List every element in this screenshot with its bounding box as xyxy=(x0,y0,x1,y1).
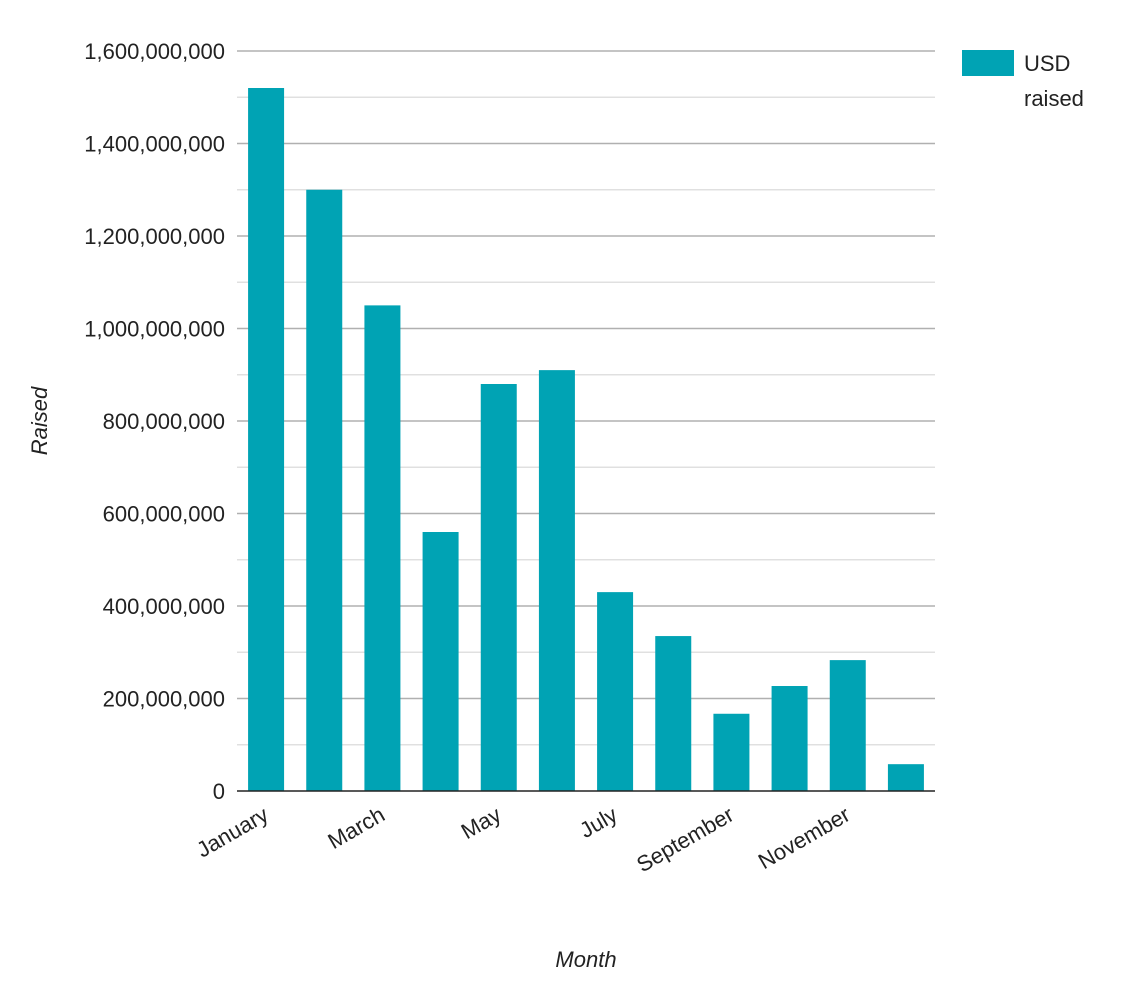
bar-february xyxy=(306,189,343,791)
y-tick-labels: 0 200,000,000 400,000,000 600,000,000 800,00… xyxy=(84,39,225,804)
bar-november xyxy=(829,660,866,791)
x-tick-label: September xyxy=(632,802,738,877)
gridlines xyxy=(237,50,935,746)
bar-september xyxy=(713,713,750,791)
x-tick-label: March xyxy=(323,802,388,854)
y-tick-label: 0 xyxy=(213,779,225,804)
bar-august xyxy=(655,636,692,791)
x-tick-label: November xyxy=(754,802,854,874)
x-tick-labels: January March May July September November xyxy=(192,802,854,877)
bar-january xyxy=(248,88,285,791)
legend-label-line-1: USD xyxy=(1024,51,1070,76)
y-tick-label: 1,600,000,000 xyxy=(84,39,225,64)
bar-june xyxy=(538,370,575,791)
legend-swatch xyxy=(962,50,1014,76)
legend-label-line-2: raised xyxy=(1024,86,1084,111)
y-tick-label: 600,000,000 xyxy=(103,502,225,527)
x-tick-label: July xyxy=(575,802,621,843)
x-tick-label: January xyxy=(192,802,272,863)
bar-october xyxy=(771,686,808,791)
x-tick-label: May xyxy=(457,802,505,844)
y-tick-label: 400,000,000 xyxy=(103,594,225,619)
bar-july xyxy=(597,592,634,791)
bar-december xyxy=(887,764,924,791)
y-axis-title: Raised xyxy=(27,386,52,455)
legend: USD raised xyxy=(962,50,1084,111)
y-tick-label: 1,200,000,000 xyxy=(84,224,225,249)
bar-may xyxy=(480,384,517,791)
bars xyxy=(248,88,924,791)
x-axis-title: Month xyxy=(555,947,616,972)
y-tick-label: 800,000,000 xyxy=(103,409,225,434)
bar-march xyxy=(364,305,401,791)
y-tick-label: 1,400,000,000 xyxy=(84,132,225,157)
y-tick-label: 200,000,000 xyxy=(103,687,225,712)
y-tick-label: 1,000,000,000 xyxy=(84,317,225,342)
bar-april xyxy=(422,532,459,791)
